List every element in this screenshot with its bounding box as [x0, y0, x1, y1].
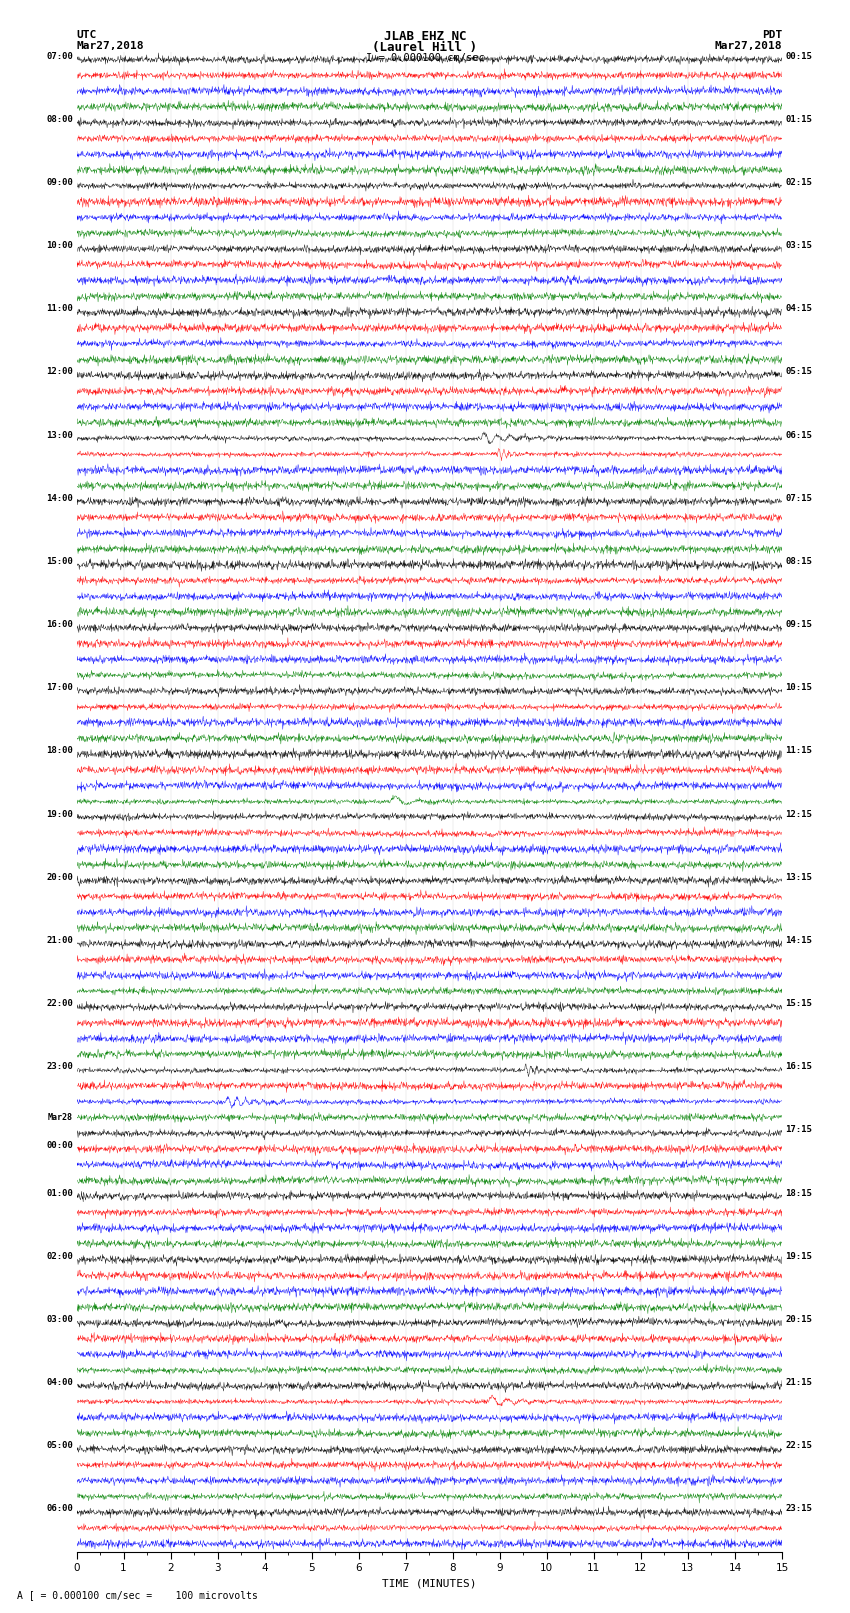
Text: 05:00: 05:00	[46, 1440, 73, 1450]
X-axis label: TIME (MINUTES): TIME (MINUTES)	[382, 1579, 477, 1589]
Text: UTC: UTC	[76, 31, 97, 40]
Text: 19:00: 19:00	[46, 810, 73, 818]
Text: 13:15: 13:15	[785, 873, 813, 882]
Text: 03:00: 03:00	[46, 1315, 73, 1324]
Text: 20:15: 20:15	[785, 1315, 813, 1324]
Text: 16:00: 16:00	[46, 619, 73, 629]
Text: 22:00: 22:00	[46, 998, 73, 1008]
Text: 08:15: 08:15	[785, 556, 813, 566]
Text: 09:15: 09:15	[785, 619, 813, 629]
Text: 23:00: 23:00	[46, 1063, 73, 1071]
Text: 19:15: 19:15	[785, 1252, 813, 1261]
Text: 09:00: 09:00	[46, 177, 73, 187]
Text: 03:15: 03:15	[785, 240, 813, 250]
Text: 00:00: 00:00	[46, 1140, 73, 1150]
Text: 11:15: 11:15	[785, 747, 813, 755]
Text: 00:15: 00:15	[785, 52, 813, 61]
Text: 02:00: 02:00	[46, 1252, 73, 1261]
Text: 14:15: 14:15	[785, 936, 813, 945]
Text: 04:15: 04:15	[785, 305, 813, 313]
Text: PDT: PDT	[762, 31, 782, 40]
Text: Mar27,2018: Mar27,2018	[715, 40, 782, 52]
Text: 06:00: 06:00	[46, 1505, 73, 1513]
Text: 01:00: 01:00	[46, 1189, 73, 1197]
Text: (Laurel Hill ): (Laurel Hill )	[372, 40, 478, 55]
Text: 10:15: 10:15	[785, 684, 813, 692]
Text: 18:15: 18:15	[785, 1189, 813, 1197]
Text: 15:00: 15:00	[46, 556, 73, 566]
Text: 02:15: 02:15	[785, 177, 813, 187]
Text: 12:15: 12:15	[785, 810, 813, 818]
Text: 01:15: 01:15	[785, 115, 813, 124]
Text: 15:15: 15:15	[785, 998, 813, 1008]
Text: A [ = 0.000100 cm/sec =    100 microvolts: A [ = 0.000100 cm/sec = 100 microvolts	[17, 1590, 258, 1600]
Text: 17:00: 17:00	[46, 684, 73, 692]
Text: 10:00: 10:00	[46, 240, 73, 250]
Text: Mar28: Mar28	[48, 1113, 73, 1123]
Text: 21:00: 21:00	[46, 936, 73, 945]
Text: 11:00: 11:00	[46, 305, 73, 313]
Text: 05:15: 05:15	[785, 368, 813, 376]
Text: 06:15: 06:15	[785, 431, 813, 440]
Text: 14:00: 14:00	[46, 494, 73, 503]
Text: 23:15: 23:15	[785, 1505, 813, 1513]
Text: 08:00: 08:00	[46, 115, 73, 124]
Text: 18:00: 18:00	[46, 747, 73, 755]
Text: 16:15: 16:15	[785, 1063, 813, 1071]
Text: 07:15: 07:15	[785, 494, 813, 503]
Text: 12:00: 12:00	[46, 368, 73, 376]
Text: 20:00: 20:00	[46, 873, 73, 882]
Text: 04:00: 04:00	[46, 1378, 73, 1387]
Text: I = 0.000100 cm/sec: I = 0.000100 cm/sec	[366, 53, 484, 63]
Text: JLAB EHZ NC: JLAB EHZ NC	[383, 31, 467, 44]
Text: Mar27,2018: Mar27,2018	[76, 40, 144, 52]
Text: 22:15: 22:15	[785, 1440, 813, 1450]
Text: 21:15: 21:15	[785, 1378, 813, 1387]
Text: 07:00: 07:00	[46, 52, 73, 61]
Text: 13:00: 13:00	[46, 431, 73, 440]
Text: 17:15: 17:15	[785, 1126, 813, 1134]
